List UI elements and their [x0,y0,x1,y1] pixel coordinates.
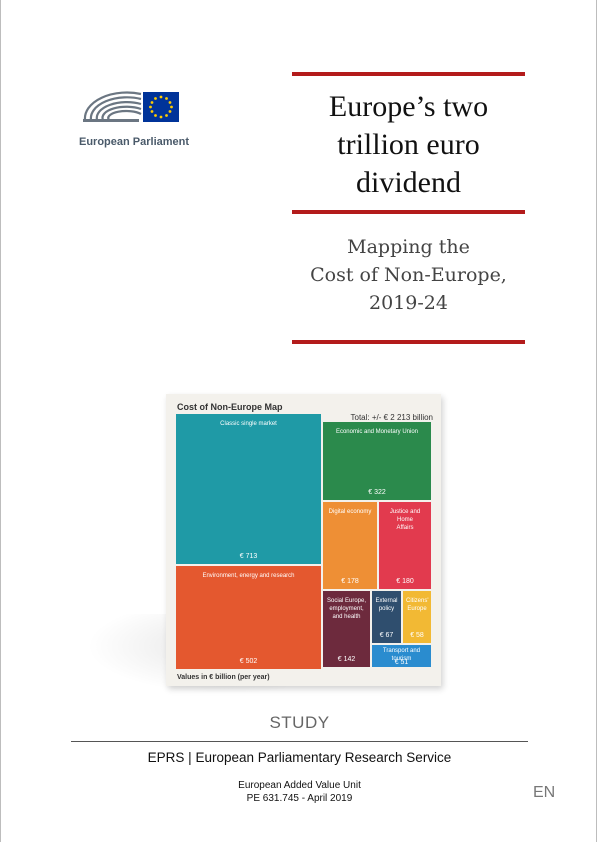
tile-label: Transport and tourism [382,648,421,662]
tile-label: Economic and Monetary Union [335,429,419,435]
tile-value: € 67 [379,632,394,639]
title-rule-top [292,72,525,76]
map-title: Cost of Non-Europe Map [177,402,283,412]
unit-and-reference: European Added Value Unit PE 631.745 - A… [238,780,361,804]
title-rule-bottom [292,340,525,344]
tile-citizens-europe: Citizens' Europe € 58 [402,590,432,644]
tile-economic-monetary-union: Economic and Monetary Union € 322 [322,421,432,501]
tile-value: € 178 [341,578,359,585]
tile-label: Digital economy [328,509,372,515]
tile-label: Citizens' Europe [406,598,429,612]
divider-line [71,741,528,742]
tile-label: Environment, energy and research [202,573,295,579]
title-rule-middle [292,210,525,214]
study-label: STUDY [269,713,330,732]
map-card: Cost of Non-Europe Map Total: +/- € 2 21… [166,394,441,686]
map-total: Total: +/- € 2 213 billion [350,413,434,422]
tile-environment-energy-research: Environment, energy and research € 502 [175,565,322,670]
map-footer: Values in € billion (per year) [177,674,270,681]
cost-of-non-europe-map: Cost of Non-Europe Map Total: +/- € 2 21… [86,394,446,694]
tile-transport-tourism: Transport and tourism € 51 [371,644,432,668]
tile-label: Justice and Home Affairs [389,509,421,531]
tile-value: € 58 [410,632,424,639]
european-parliament-logo: European Parliament [79,86,189,156]
tile-label: Social Europe, employment, and health [326,598,367,620]
document-subtitle: Mapping the Cost of Non-Europe, 2019-24 [310,236,507,314]
logo-text: European Parliament [79,136,190,148]
tile-value: € 142 [337,656,356,663]
tile-external-policy: External policy € 67 [371,590,402,644]
tile-value: € 502 [239,658,258,665]
tile-value: € 51 [394,659,409,666]
tile-label: Classic single market [220,421,277,427]
research-service-name: EPRS | European Parliamentary Research S… [147,750,452,765]
tile-value: € 713 [239,553,258,560]
tile-social-europe: Social Europe, employment, and health € … [322,590,371,668]
tile-classic-single-market: Classic single market € 713 [175,413,322,565]
language-code: EN [533,784,556,801]
document-title: Europe’s two trillion euro dividend [328,90,489,199]
tile-justice-home-affairs: Justice and Home Affairs € 180 [378,501,432,590]
tile-digital-economy: Digital economy € 178 [322,501,378,590]
tile-label: External policy [375,598,398,612]
parliament-hemicycle-icon [83,91,179,122]
tile-value: € 322 [368,489,386,496]
tile-value: € 180 [396,578,414,585]
